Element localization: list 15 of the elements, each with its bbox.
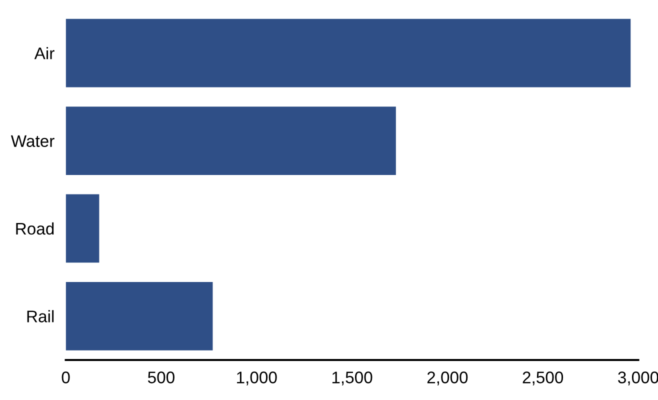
x-tick-label: 1,000 [237,372,277,386]
y-tick-label: Air [34,47,54,60]
bar [66,282,213,350]
y-tick-label: Rail [27,310,54,322]
x-tick-label: 1,500 [332,372,372,386]
x-tick-label: 2,500 [522,372,564,386]
bar [66,194,100,263]
bar [66,18,631,88]
x-tick-label: 500 [148,372,174,384]
x-tick-label: 2,000 [427,372,468,386]
bar [66,106,396,175]
y-tick-label: Road [16,222,54,235]
x-tick-label: 0 [62,372,70,384]
x-tick-label: 3,000 [618,372,658,386]
y-tick-label: Water [10,135,54,147]
